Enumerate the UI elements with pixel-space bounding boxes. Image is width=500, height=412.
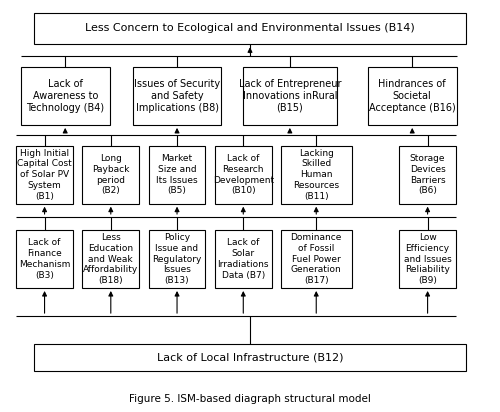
FancyBboxPatch shape <box>16 230 73 288</box>
FancyBboxPatch shape <box>132 67 222 125</box>
FancyBboxPatch shape <box>368 67 456 125</box>
Text: Lack of
Solar
Irradiations
Data (B7): Lack of Solar Irradiations Data (B7) <box>218 239 269 280</box>
Text: Policy
Issue and
Regulatory
Issues
(B13): Policy Issue and Regulatory Issues (B13) <box>152 233 202 285</box>
FancyBboxPatch shape <box>82 146 139 204</box>
Text: Lack of
Finance
Mechanism
(B3): Lack of Finance Mechanism (B3) <box>19 239 70 280</box>
FancyBboxPatch shape <box>16 146 73 204</box>
FancyBboxPatch shape <box>82 230 139 288</box>
Text: Less
Education
and Weak
Affordability
(B18): Less Education and Weak Affordability (B… <box>83 233 138 285</box>
Text: Hindrances of
Societal
Acceptance (B16): Hindrances of Societal Acceptance (B16) <box>369 79 456 113</box>
FancyBboxPatch shape <box>215 230 272 288</box>
Text: Market
Size and
Its Issues
(B5): Market Size and Its Issues (B5) <box>156 154 198 195</box>
FancyBboxPatch shape <box>243 67 336 125</box>
Text: Lack of
Awareness to
Technology (B4): Lack of Awareness to Technology (B4) <box>26 79 104 113</box>
Text: Lacking
Skilled
Human
Resources
(B11): Lacking Skilled Human Resources (B11) <box>293 149 340 201</box>
FancyBboxPatch shape <box>400 230 456 288</box>
Text: High Initial
Capital Cost
of Solar PV
System
(B1): High Initial Capital Cost of Solar PV Sy… <box>17 149 72 201</box>
Text: Figure 5. ISM-based diagraph structural model: Figure 5. ISM-based diagraph structural … <box>129 394 371 404</box>
FancyBboxPatch shape <box>21 67 110 125</box>
Text: Long
Payback
period
(B2): Long Payback period (B2) <box>92 154 130 195</box>
FancyBboxPatch shape <box>34 344 466 371</box>
Text: Low
Efficiency
and Issues
Reliability
(B9): Low Efficiency and Issues Reliability (B… <box>404 233 452 285</box>
Text: Lack of Entrepreneur
Innovations inRural
(B15): Lack of Entrepreneur Innovations inRural… <box>238 79 341 113</box>
Text: Lack of Local Infrastructure (B12): Lack of Local Infrastructure (B12) <box>157 352 343 362</box>
Text: Lack of
Research
Development
(B10): Lack of Research Development (B10) <box>212 154 274 195</box>
FancyBboxPatch shape <box>280 146 352 204</box>
FancyBboxPatch shape <box>280 230 352 288</box>
FancyBboxPatch shape <box>215 146 272 204</box>
FancyBboxPatch shape <box>148 146 206 204</box>
Text: Issues of Security
and Safety
Implications (B8): Issues of Security and Safety Implicatio… <box>134 79 220 113</box>
Text: Dominance
of Fossil
Fuel Power
Generation
(B17): Dominance of Fossil Fuel Power Generatio… <box>290 233 342 285</box>
FancyBboxPatch shape <box>34 12 466 44</box>
FancyBboxPatch shape <box>400 146 456 204</box>
Text: Less Concern to Ecological and Environmental Issues (B14): Less Concern to Ecological and Environme… <box>85 23 415 33</box>
FancyBboxPatch shape <box>148 230 206 288</box>
Text: Storage
Devices
Barriers
(B6): Storage Devices Barriers (B6) <box>410 154 446 195</box>
